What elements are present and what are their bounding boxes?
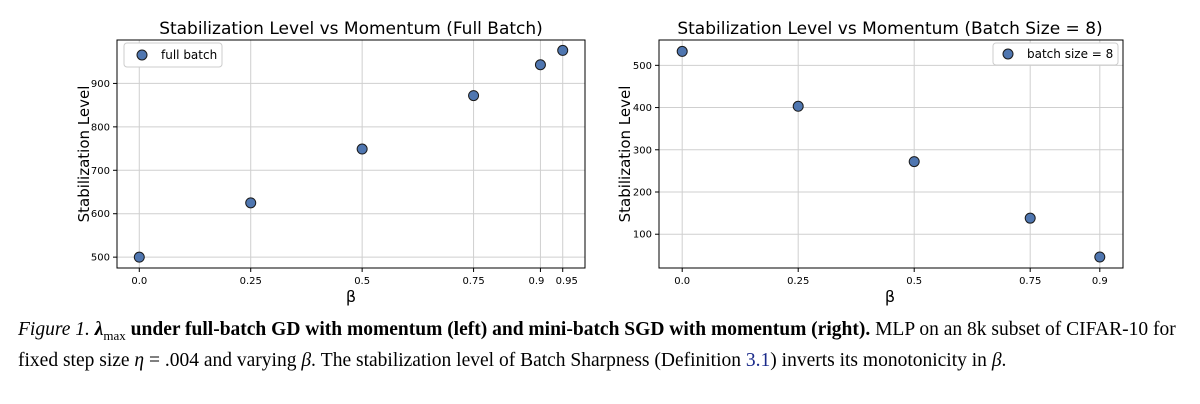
right-data-point [792,100,804,112]
right-y-tick-label: 300 [633,145,652,156]
right-x-tick-label: 0.5 [906,276,922,287]
left-data-point [534,59,546,71]
right-plot-frame [658,39,1124,269]
caption-beta-symbol-end: β [991,349,1002,371]
right-y-tick-label: 100 [633,230,652,241]
right-legend: batch size = 8 [992,42,1119,66]
right-y-tick-label: 200 [633,188,652,199]
right-points [676,45,1106,263]
left-y-tick-label: 900 [91,79,110,90]
caption-label: Figure 1. [18,319,90,340]
caption-bold-intro-group: λmax under full-batch GD with momentum (… [94,319,871,343]
left-x-tick-label: 0.25 [240,276,262,287]
left-data-point [133,251,145,263]
caption-text-4: ) inverts its monotonicity in [770,349,992,371]
left-legend-box [123,42,223,68]
left-y-tick-label: 800 [91,122,110,133]
right-y-ticks: 100 200 300 400 500 [633,61,659,241]
left-points [133,44,569,263]
figure-caption: Figure 1. λmax under full-batch GD with … [18,317,1188,373]
left-data-point [356,143,368,155]
right-data-point [1094,251,1106,263]
caption-eta-symbol: η [134,349,145,371]
right-x-tick-label: 0.0 [674,276,690,287]
right-data-point [676,45,688,57]
left-grid [117,40,585,268]
left-data-point [557,44,569,56]
left-y-ticks: 500 600 700 800 900 [91,79,117,264]
caption-text-3: . The stabilization level of Batch Sharp… [311,349,746,371]
right-data-point [908,156,920,168]
left-plot-area [117,40,585,268]
left-legend-label: full batch [161,48,217,62]
right-data-point [1024,212,1036,224]
left-y-tick-label: 700 [91,166,110,177]
right-y-tick-label: 500 [633,61,652,72]
left-x-tick-label: 0.5 [354,276,370,287]
caption-beta-symbol: β [301,349,312,371]
caption-text-1: MLP on an 8k subset of CIFAR-10 for fixe… [18,319,1176,371]
left-plot-frame [116,39,586,269]
left-data-point [468,90,480,102]
figure-panels: Stabilization Level vs Momentum (Full Ba… [75,19,1124,306]
caption-text-5: . [1001,349,1007,371]
right-grid [659,40,1123,268]
left-x-tick-label: 0.95 [556,276,578,287]
right-x-tick-label: 0.25 [787,276,809,287]
caption-lambda-symbol: λ [94,319,104,340]
left-x-ticks: 0.0 0.25 0.5 0.75 0.9 0.95 [131,268,578,287]
right-legend-label: batch size = 8 [1027,47,1113,61]
right-legend-marker [1002,48,1014,60]
right-x-ticks: 0.0 0.25 0.5 0.75 0.9 [674,268,1108,287]
left-x-tick-label: 0.9 [528,276,544,287]
left-x-axis-label: β [346,287,356,306]
caption-bold-intro: under full-batch GD with momentum (left)… [125,319,871,340]
left-chart-title: Stabilization Level vs Momentum (Full Ba… [159,19,543,39]
right-chart-title: Stabilization Level vs Momentum (Batch S… [677,19,1102,39]
caption-text-2: = .004 and varying [144,349,302,371]
right-x-tick-label: 0.9 [1092,276,1108,287]
right-legend-box [992,42,1119,66]
right-y-tick-label: 400 [633,103,652,114]
caption-lambda-subscript: max [103,327,126,343]
right-y-axis-label: Stabilization Level [616,86,634,223]
left-x-tick-label: 0.75 [462,276,484,287]
left-y-axis-label: Stabilization Level [75,86,93,223]
left-data-point [245,197,257,209]
right-plot-area [659,40,1123,268]
left-y-tick-label: 600 [91,209,110,220]
left-chart: Stabilization Level vs Momentum (Full Ba… [75,19,586,306]
right-x-tick-label: 0.75 [1019,276,1041,287]
right-chart: Stabilization Level vs Momentum (Batch S… [616,19,1124,306]
left-y-tick-label: 500 [91,253,110,264]
right-x-axis-label: β [885,287,895,306]
left-x-tick-label: 0.0 [131,276,147,287]
left-legend: full batch [123,42,223,68]
left-legend-marker [136,49,148,61]
caption-definition-link[interactable]: 3.1 [745,349,771,371]
